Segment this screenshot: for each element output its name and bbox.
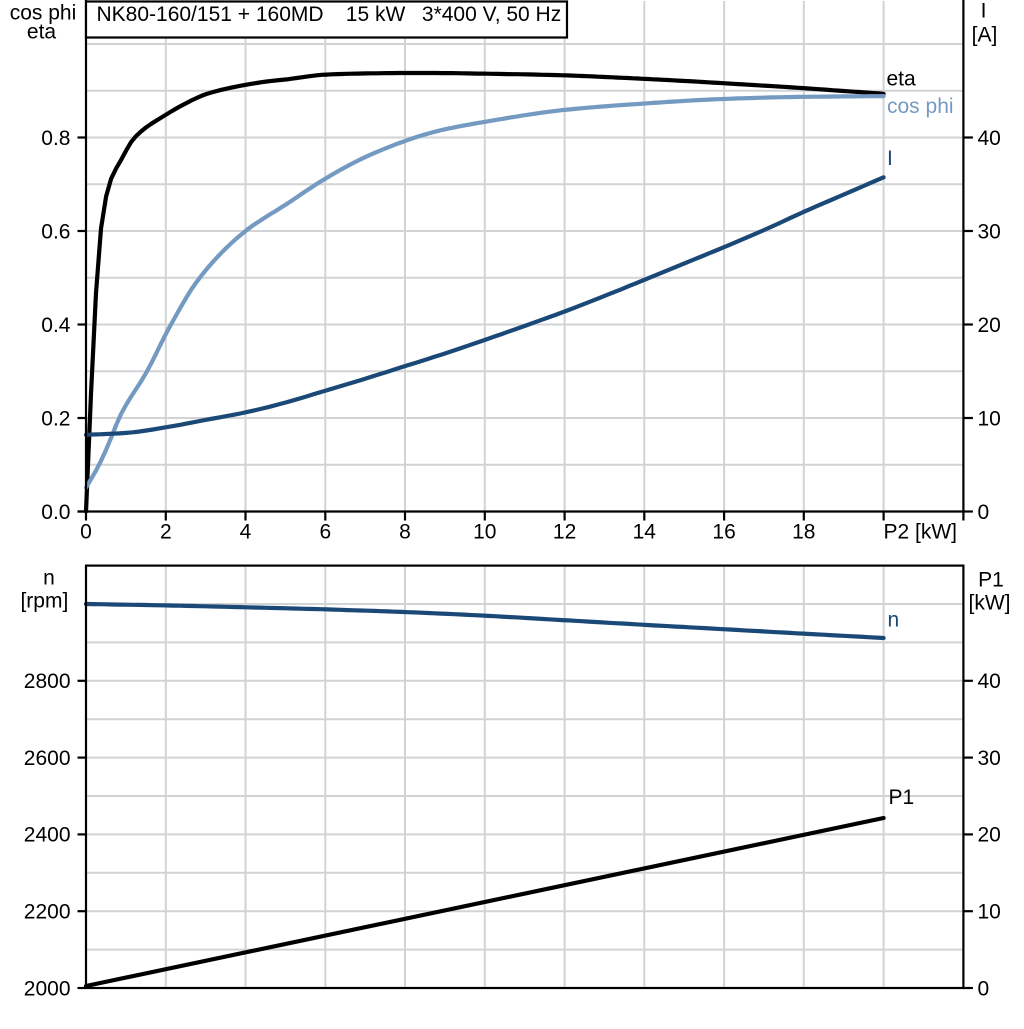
svg-text:0.4: 0.4 [41, 314, 71, 337]
svg-text:I: I [887, 147, 893, 170]
svg-text:n: n [43, 567, 55, 590]
svg-text:0.6: 0.6 [41, 221, 70, 244]
svg-text:4: 4 [240, 521, 252, 544]
svg-text:2000: 2000 [24, 977, 71, 1000]
svg-text:40: 40 [978, 127, 1001, 150]
svg-text:cos phi: cos phi [887, 95, 954, 118]
svg-text:6: 6 [319, 521, 331, 544]
svg-text:16: 16 [712, 521, 735, 544]
svg-text:14: 14 [633, 521, 657, 544]
svg-text:20: 20 [978, 824, 1001, 847]
svg-text:2600: 2600 [24, 747, 71, 770]
svg-text:30: 30 [978, 747, 1001, 770]
svg-text:P2 [kW]: P2 [kW] [883, 521, 957, 544]
svg-text:2: 2 [160, 521, 172, 544]
svg-text:20: 20 [978, 314, 1001, 337]
svg-text:eta: eta [27, 21, 57, 44]
svg-text:2200: 2200 [24, 901, 71, 924]
svg-text:0.2: 0.2 [41, 408, 70, 431]
svg-text:[A]: [A] [972, 24, 998, 47]
svg-text:2800: 2800 [24, 670, 71, 693]
svg-text:n: n [888, 609, 900, 632]
svg-text:8: 8 [399, 521, 411, 544]
svg-text:10: 10 [978, 901, 1001, 924]
svg-text:P1: P1 [978, 569, 1004, 592]
svg-text:P1: P1 [889, 786, 915, 809]
svg-text:I: I [981, 0, 987, 23]
svg-text:0: 0 [978, 501, 990, 524]
svg-text:0.8: 0.8 [41, 127, 70, 150]
svg-text:12: 12 [553, 521, 576, 544]
svg-text:40: 40 [978, 670, 1001, 693]
svg-text:15 kW: 15 kW [346, 3, 406, 26]
svg-text:2400: 2400 [24, 824, 71, 847]
svg-text:NK80-160/151 + 160MD: NK80-160/151 + 160MD [97, 3, 324, 26]
svg-text:eta: eta [887, 68, 917, 91]
svg-text:0: 0 [978, 977, 990, 1000]
svg-text:18: 18 [792, 521, 815, 544]
svg-text:10: 10 [473, 521, 496, 544]
svg-text:3*400 V, 50 Hz: 3*400 V, 50 Hz [422, 3, 561, 26]
svg-text:[kW]: [kW] [969, 592, 1011, 615]
svg-text:0: 0 [80, 521, 92, 544]
svg-text:10: 10 [978, 408, 1001, 431]
svg-text:0.0: 0.0 [41, 501, 70, 524]
svg-text:cos phi: cos phi [10, 2, 77, 25]
svg-text:[rpm]: [rpm] [20, 590, 68, 613]
svg-text:30: 30 [978, 221, 1001, 244]
